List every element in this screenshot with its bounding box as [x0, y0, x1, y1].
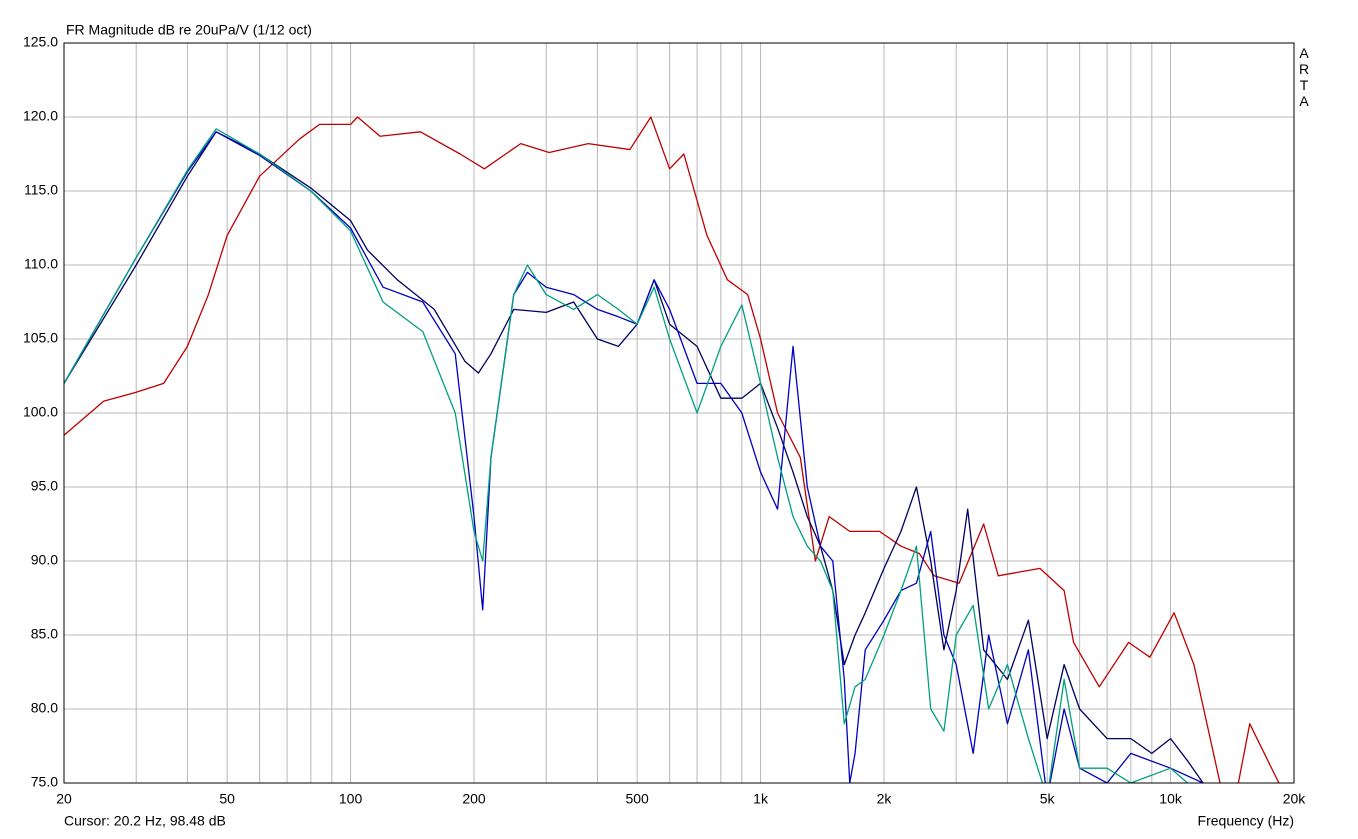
x-tick-label: 500	[625, 791, 649, 807]
x-tick-label: 50	[219, 791, 235, 807]
y-tick-label: 85.0	[31, 626, 58, 642]
series-line	[64, 131, 1205, 783]
y-tick-label: 110.0	[24, 256, 58, 272]
x-tick-label: 5k	[1040, 791, 1056, 807]
y-tick-label: 115.0	[24, 182, 58, 198]
plot-frame	[63, 42, 1295, 784]
plot-lines	[64, 116, 1280, 783]
y-tick-label: 90.0	[31, 552, 58, 568]
cursor-readout: Cursor: 20.2 Hz, 98.48 dB	[64, 813, 226, 829]
y-tick-label: 80.0	[31, 700, 58, 716]
x-tick-label: 20k	[1283, 791, 1307, 807]
y-tick-label: 105.0	[23, 330, 58, 346]
series-line	[64, 128, 1189, 783]
series-line	[64, 131, 1204, 783]
x-tick-label: 20	[56, 791, 72, 807]
series-line	[64, 116, 1280, 783]
x-tick-label: 100	[339, 791, 363, 807]
y-tick-label: 95.0	[31, 478, 58, 494]
y-tick-label: 75.0	[31, 774, 58, 790]
y-tick-label: 125.0	[23, 34, 58, 50]
x-tick-label: 1k	[753, 791, 769, 807]
chart-title: FR Magnitude dB re 20uPa/V (1/12 oct)	[66, 22, 312, 38]
x-axis-label: Frequency (Hz)	[1198, 813, 1294, 829]
y-tick-label: 100.0	[23, 404, 58, 420]
x-tick-label: 200	[462, 791, 486, 807]
x-tick-label: 10k	[1159, 791, 1183, 807]
side-label: ARTA	[1296, 45, 1312, 109]
y-tick-label: 120.0	[23, 108, 58, 124]
x-tick-label: 2k	[877, 791, 893, 807]
